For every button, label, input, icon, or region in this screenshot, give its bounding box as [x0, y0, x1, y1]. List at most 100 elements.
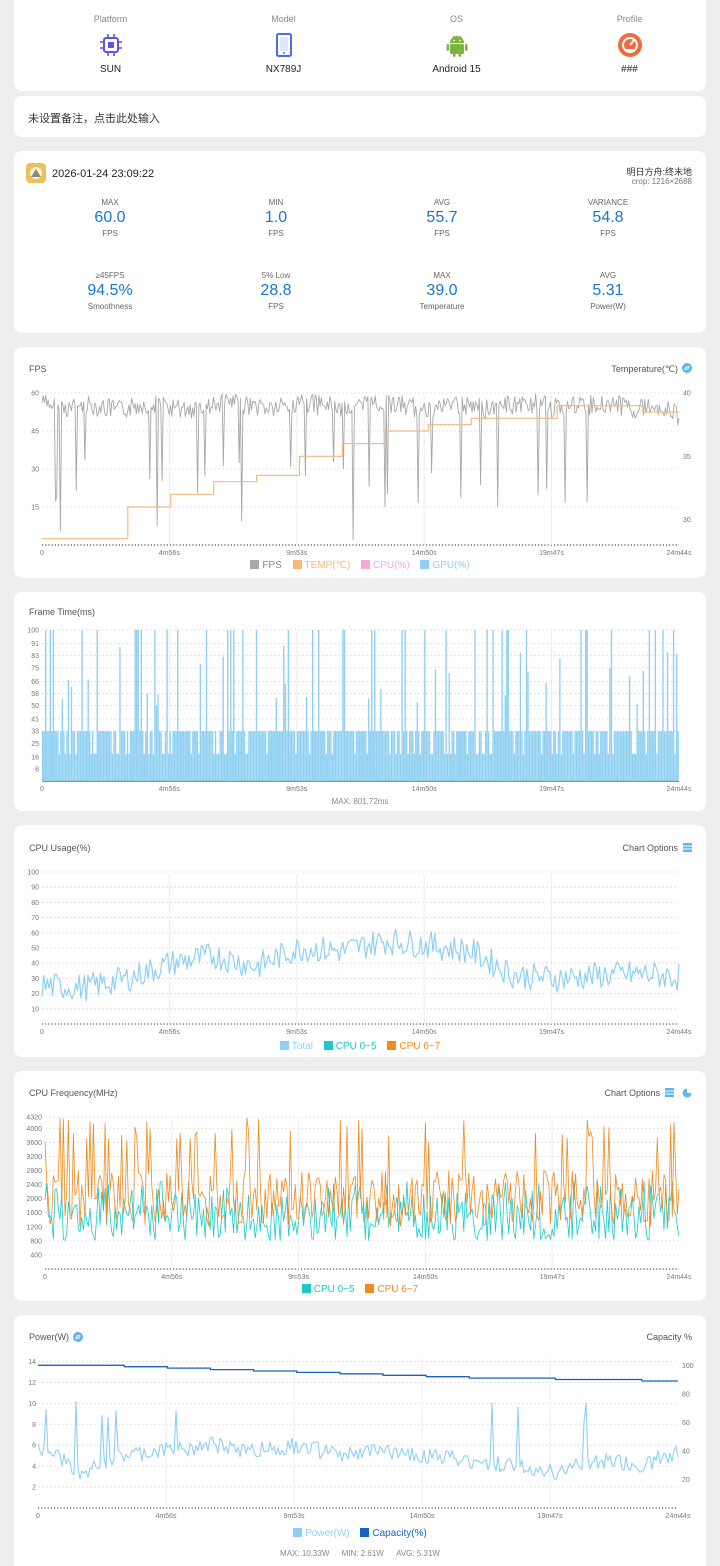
frametime-bar [512, 731, 514, 781]
frametime-bar [392, 731, 394, 781]
frametime-bar [592, 731, 594, 781]
frametime-bar [60, 731, 62, 781]
legend-gpu[interactable]: GPU(%) [420, 560, 470, 571]
frametime-bar [603, 731, 605, 781]
legend-capacity[interactable]: Capacity(%) [360, 1528, 427, 1539]
toggle-axis-icon[interactable] [682, 363, 692, 373]
frametime-bar [96, 630, 98, 781]
frametime-bar [211, 731, 214, 781]
frametime-bar [475, 753, 478, 781]
frametime-bar [170, 753, 173, 781]
layers-icon[interactable] [683, 843, 692, 852]
frametime-bar [113, 731, 115, 781]
stat-value: 5.31 [592, 282, 624, 299]
frametime-bar [474, 630, 476, 781]
session-resolution: crop: 1216×2688 [631, 177, 692, 186]
legend-label: Total [291, 1041, 313, 1052]
y2-tick-label: 20 [682, 1477, 690, 1484]
frametime-bar [456, 731, 458, 781]
y-tick-label: 100 [27, 628, 39, 635]
frametime-bar [580, 630, 582, 781]
frametime-bar [498, 731, 500, 781]
legend-cpu-6-7[interactable]: CPU 6~7 [365, 1284, 418, 1295]
cpu-frequency-chart-options[interactable]: Chart Options [604, 1088, 660, 1098]
frametime-bar [51, 731, 53, 781]
legend-power[interactable]: Power(W) [293, 1528, 350, 1539]
frametime-bar [231, 731, 233, 781]
legend-cpu[interactable]: CPU(%) [361, 560, 410, 571]
frametime-bar [189, 731, 191, 781]
legend-fps[interactable]: FPS [250, 560, 282, 571]
frametime-bar [246, 753, 249, 781]
frametime-bar [586, 630, 588, 781]
frametime-bar [116, 753, 118, 781]
frametime-bar [315, 731, 317, 781]
frametime-bar [465, 731, 467, 781]
frametime-bar [278, 731, 280, 781]
frametime-bar [225, 753, 227, 781]
frametime-bar [503, 731, 505, 781]
y2-tick-label: 35 [683, 454, 691, 461]
session-app-name: 明日方舟:终末地 [626, 167, 692, 177]
pie-chart-icon[interactable] [682, 1088, 692, 1098]
frametime-bar [175, 731, 177, 781]
frametime-bar [451, 731, 453, 781]
legend-swatch [323, 1041, 333, 1050]
cpu-usage-chart-options[interactable]: Chart Options [622, 843, 678, 853]
y-tick-label: 20 [31, 991, 39, 998]
frametime-bar [233, 630, 235, 781]
frametime-bar [180, 731, 182, 781]
frametime-bar [355, 731, 358, 781]
frametime-bar [187, 731, 189, 781]
frametime-bar [415, 731, 417, 781]
frametime-bar [365, 731, 367, 781]
frametime-bar [378, 731, 381, 781]
legend-cpu-6-7[interactable]: CPU 6~7 [387, 1041, 440, 1052]
frametime-bar [396, 731, 399, 781]
frametime-bar [589, 731, 591, 781]
frametime-bar [443, 753, 446, 781]
layers-icon[interactable] [665, 1088, 674, 1097]
frametime-bar [436, 731, 438, 781]
x-tick-label: 9m53s [286, 1029, 308, 1036]
stat-value: 1.0 [264, 209, 288, 226]
frametime-bar [202, 731, 205, 781]
legend-total[interactable]: Total [279, 1041, 313, 1052]
frametime-bar [57, 731, 59, 781]
legend-swatch [292, 560, 302, 569]
temp-series-line [42, 405, 679, 540]
y-tick-label: 75 [31, 665, 39, 672]
stat-min-fps: MIN 1.0 FPS [193, 198, 359, 238]
frametime-bar [67, 679, 70, 781]
x-tick-label: 4m56s [159, 786, 181, 793]
frametime-bar [89, 731, 91, 781]
frametime-bar [577, 731, 579, 781]
legend-temp[interactable]: TEMP(℃) [292, 560, 350, 571]
legend-cpu-0-5[interactable]: CPU 0~5 [301, 1284, 355, 1295]
frametime-bar [134, 630, 136, 781]
frametime-bar [257, 731, 259, 781]
frametime-bar [289, 731, 291, 781]
frametime-bar [393, 731, 396, 781]
legend-cpu-0-5[interactable]: CPU 0~5 [323, 1041, 377, 1052]
frametime-bar [316, 731, 318, 781]
note-card[interactable]: 未设置备注，点击此处输入 [14, 96, 706, 137]
stat-avg-power: AVG 5.31 Power(W) [525, 271, 691, 311]
frametime-bar [272, 731, 274, 781]
toggle-axis-icon[interactable] [73, 1332, 83, 1342]
fps-chart: 60 45 30 15 40 35 30 0 4m56s 9m53s 14m50s 19m47s 24m… [31, 391, 692, 558]
frametime-bar [192, 731, 194, 781]
legend-swatch [420, 560, 430, 569]
frametime-bar [254, 731, 256, 781]
note-input[interactable]: 未设置备注，点击此处输入 [28, 113, 160, 125]
frametime-bar [75, 753, 77, 781]
frametime-bar [161, 753, 164, 781]
y-tick-label: 4000 [26, 1126, 42, 1133]
frametime-bar [446, 753, 449, 781]
frametime-bar [677, 731, 679, 781]
frametime-bar [210, 731, 212, 781]
frametime-bar [252, 731, 255, 781]
frametime-bar [249, 731, 252, 781]
frametime-bar [565, 731, 567, 781]
frametime-bar [54, 731, 56, 781]
